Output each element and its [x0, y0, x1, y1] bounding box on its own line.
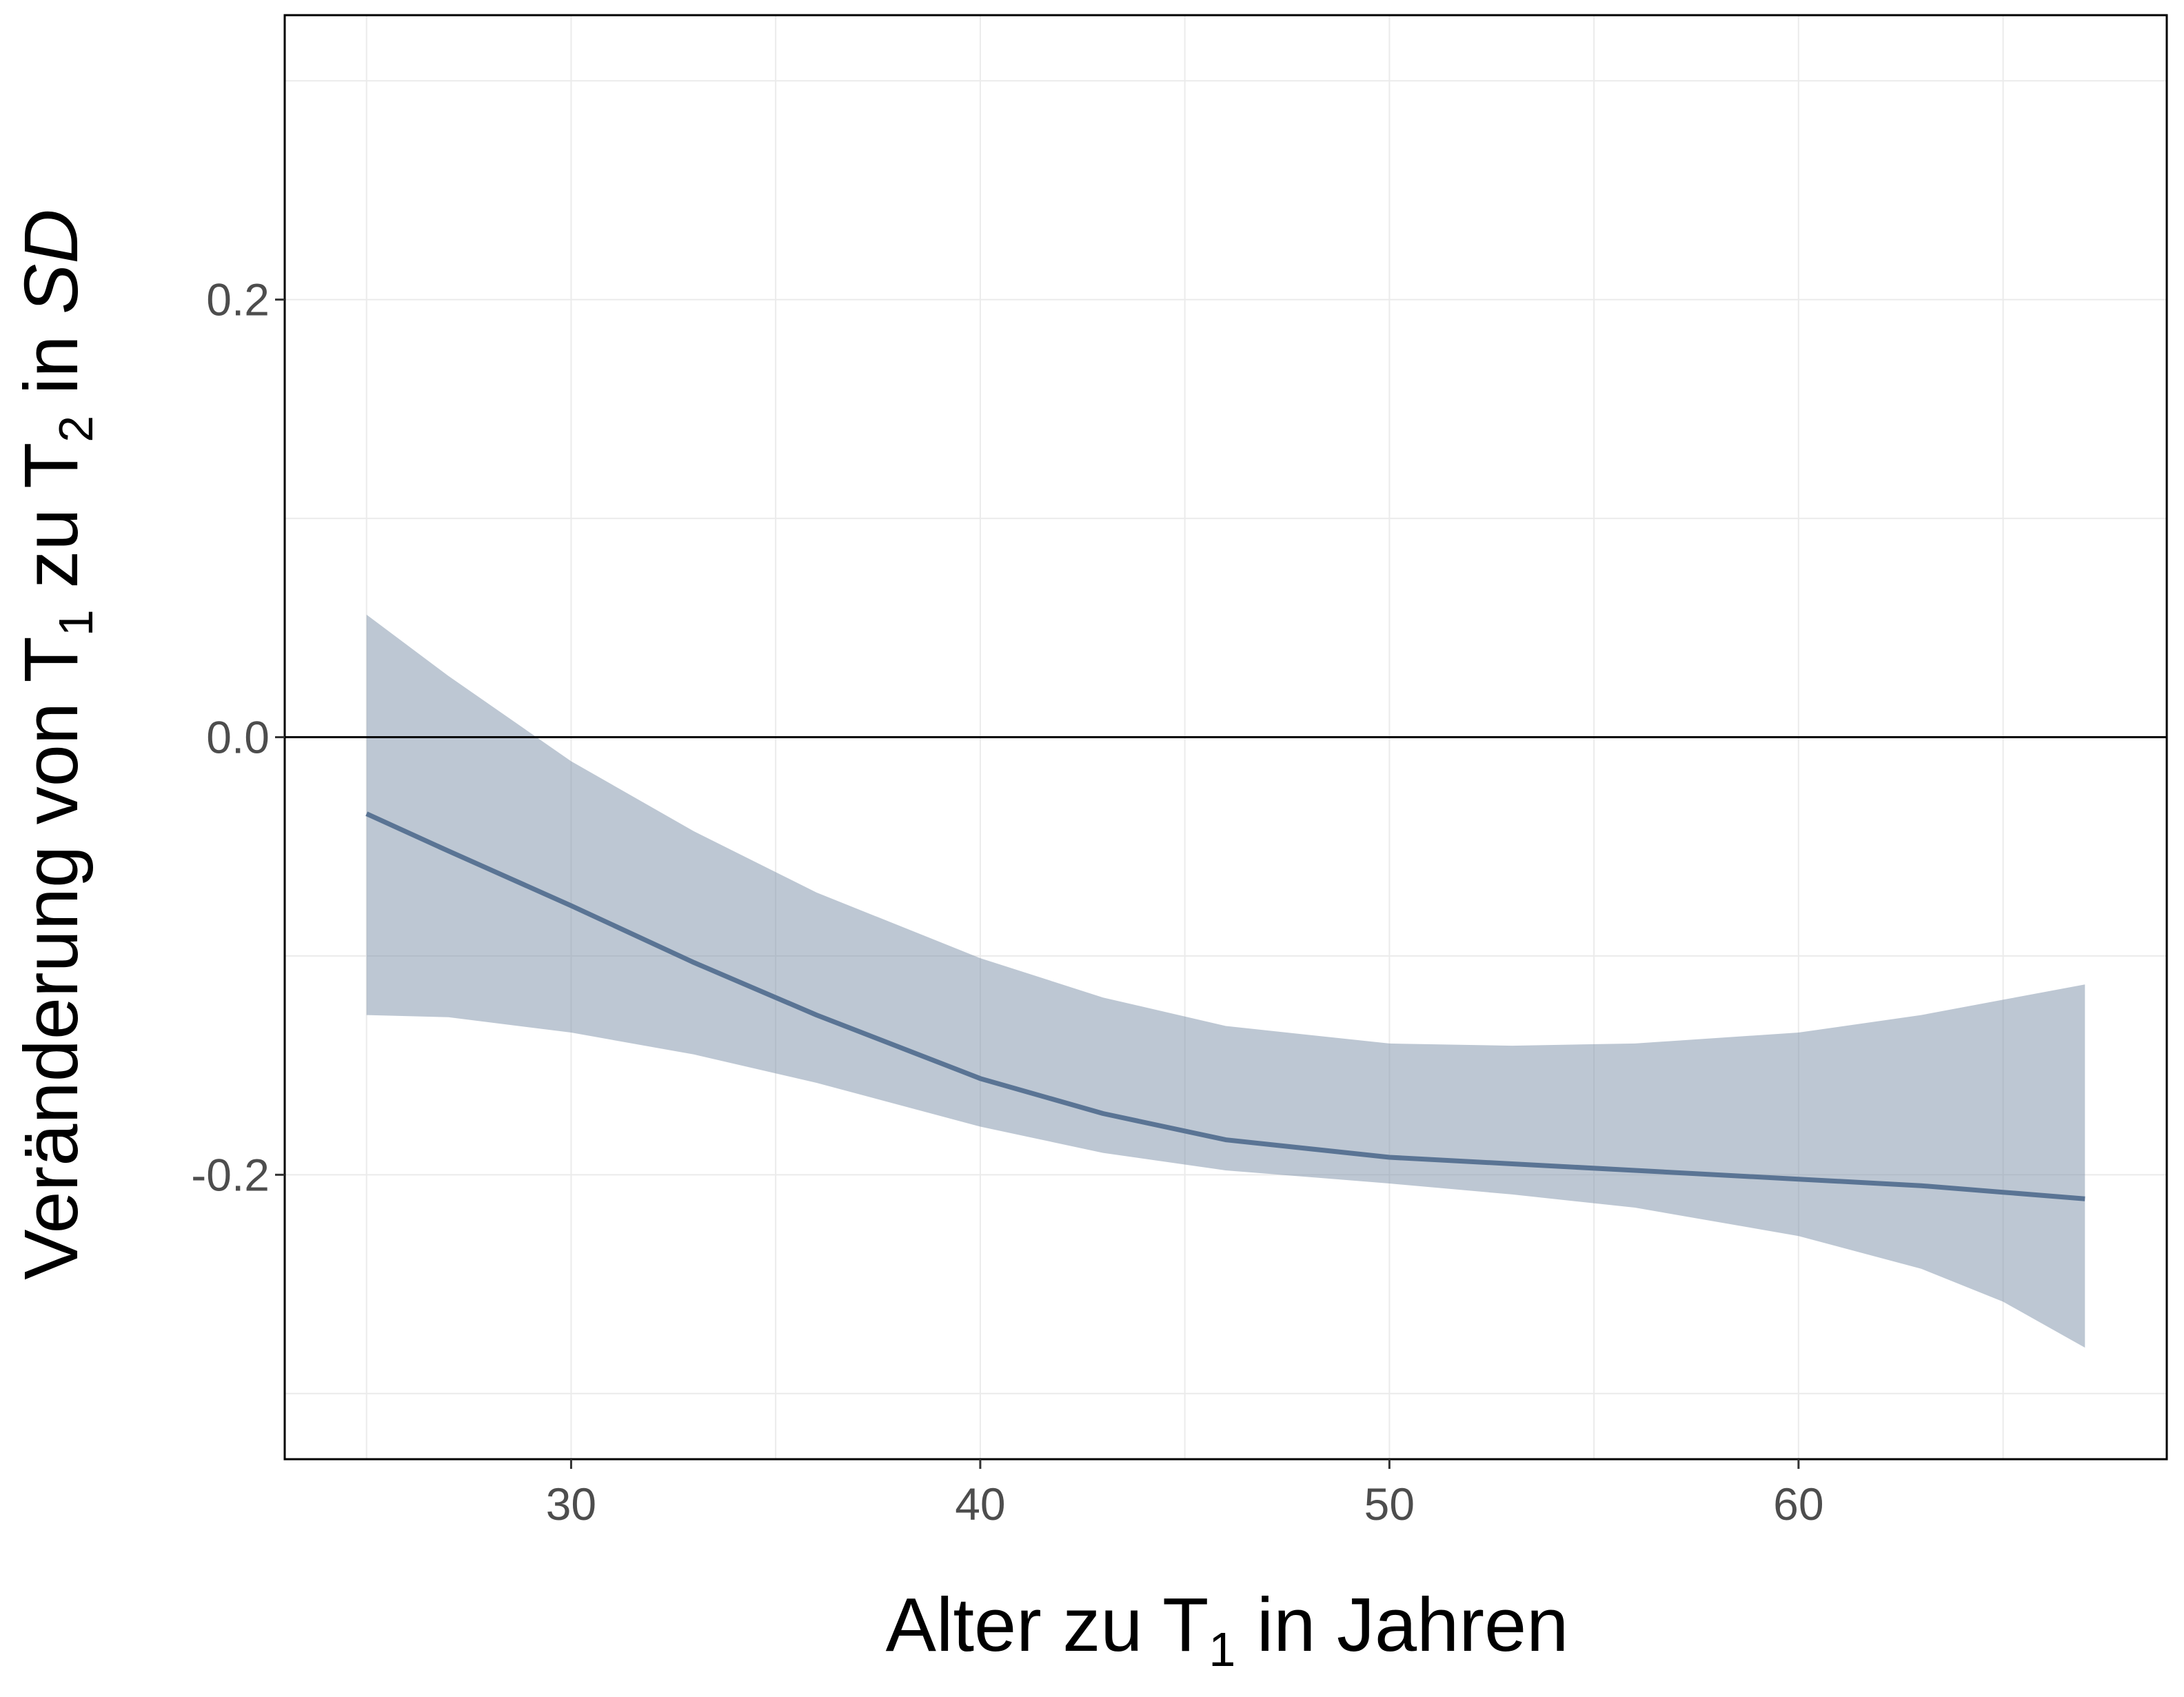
y-tick-label: 0.2: [206, 274, 270, 325]
axis-ticks: 30 40 50 60 -0.2 0.0 0.2: [191, 274, 1823, 1530]
y-tick-label: 0.0: [206, 712, 270, 763]
x-axis-title: Alter zu T1 in Jahren: [886, 1583, 1569, 1676]
x-tick-label: 60: [1773, 1478, 1823, 1530]
trend-line: [365, 811, 2085, 1201]
x-tick-label: 50: [1364, 1478, 1415, 1530]
y-axis-title: Veränderung von T1 zu T2 in SD: [9, 209, 103, 1280]
confidence-band: [366, 614, 2085, 1348]
y-tick-label: -0.2: [191, 1149, 270, 1200]
x-tick-label: 40: [955, 1478, 1005, 1530]
x-tick-label: 30: [546, 1478, 596, 1530]
